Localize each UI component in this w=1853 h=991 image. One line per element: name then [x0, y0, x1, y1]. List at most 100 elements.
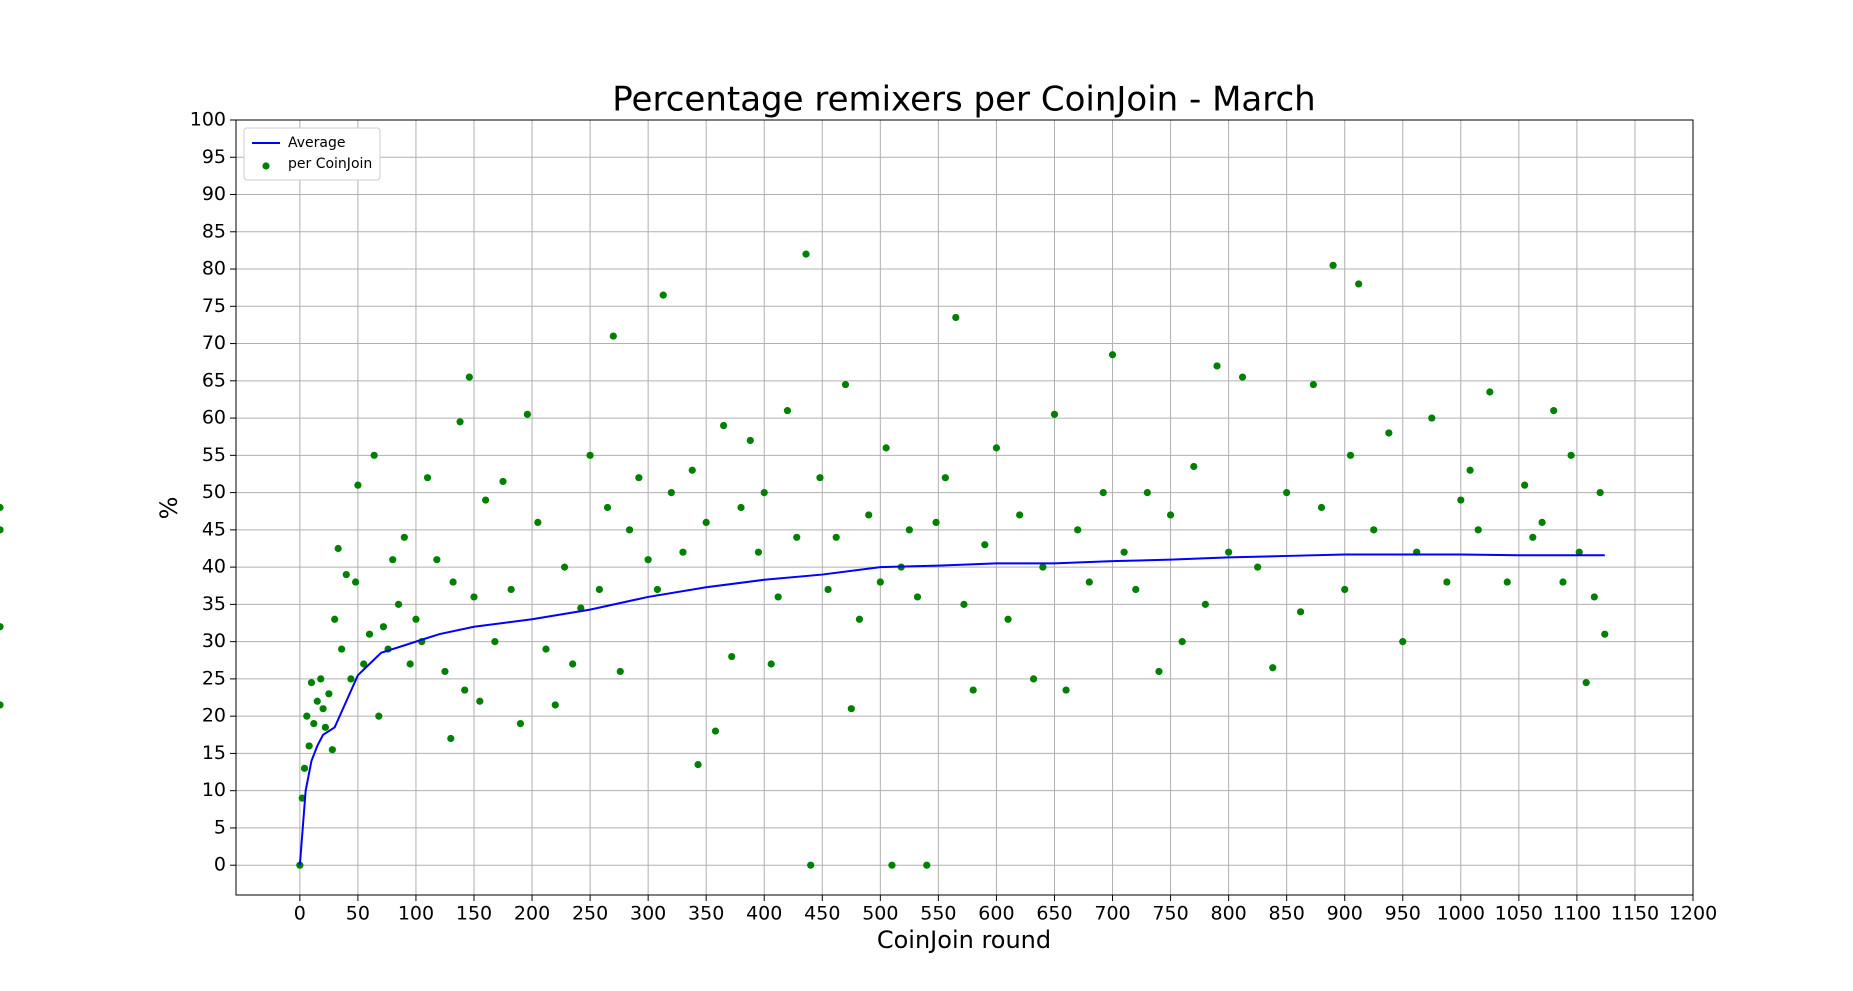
scatter-point [1317, 503, 1326, 512]
scatter-point [609, 332, 617, 340]
legend-label: Average [288, 135, 346, 151]
scatter-point [783, 407, 792, 415]
x-tick-label: 250 [572, 903, 608, 925]
scatter-point [449, 578, 457, 586]
scatter-point [1590, 593, 1598, 601]
scatter-point [305, 742, 313, 750]
scatter-point [317, 675, 325, 683]
x-tick-label: 650 [1036, 903, 1072, 925]
scatter-point [491, 638, 499, 646]
y-tick-label: 55 [202, 444, 226, 466]
scatter-point [1062, 686, 1070, 694]
scatter-point [720, 421, 728, 430]
scatter-point [969, 686, 977, 694]
y-tick-label: 40 [202, 556, 226, 578]
scatter-point [423, 474, 432, 482]
scatter-point [688, 466, 696, 474]
y-tick-label: 75 [202, 295, 226, 317]
scatter-point [754, 548, 763, 556]
scatter-point [824, 585, 832, 594]
scatter-point [1486, 388, 1494, 396]
scatter-point [711, 727, 720, 735]
x-tick-label: 400 [746, 903, 782, 925]
scatter-point [952, 313, 960, 322]
scatter-point [1120, 548, 1128, 556]
x-tick-label: 600 [978, 903, 1014, 925]
scatter-point [644, 556, 652, 564]
x-tick-label: 50 [346, 903, 370, 925]
x-tick-label: 300 [630, 903, 666, 925]
legend-label: per CoinJoin [288, 156, 372, 172]
scatter-point [1355, 280, 1363, 288]
scatter-point [1155, 667, 1163, 676]
y-tick-label: 10 [202, 779, 226, 801]
scatter-point [1254, 563, 1262, 571]
scatter-point [461, 686, 469, 694]
scatter-point [767, 660, 775, 668]
scatter-point [370, 451, 378, 459]
scatter-point [1190, 462, 1198, 471]
x-tick-label: 550 [920, 903, 956, 925]
scatter-point [433, 556, 441, 564]
scatter-point [1238, 373, 1247, 381]
scatter-point [941, 474, 949, 482]
x-tick-label: 900 [1327, 903, 1363, 925]
scatter-point [981, 541, 989, 549]
scatter-point [296, 861, 304, 869]
scatter-point [406, 660, 414, 668]
scatter-point [523, 410, 532, 418]
scatter-point [1166, 511, 1175, 519]
scatter-point [728, 652, 736, 661]
scatter-point [360, 660, 368, 668]
scatter-point [841, 380, 850, 389]
scatter-point [653, 585, 662, 594]
x-axis-label: CoinJoin round [877, 926, 1051, 954]
scatter-point [847, 705, 855, 713]
scatter-point [1269, 664, 1277, 672]
scatter-point [1108, 351, 1117, 359]
y-tick-label: 25 [202, 667, 226, 689]
plot-frame [235, 119, 1694, 896]
scatter-point [586, 451, 594, 459]
scatter-point [0, 623, 4, 631]
scatter-point [551, 701, 559, 709]
legend-box [243, 127, 381, 181]
y-tick-label: 100 [190, 109, 226, 131]
scatter-point [1099, 488, 1107, 497]
scatter-point [905, 526, 913, 534]
scatter-point [1341, 585, 1349, 594]
scatter-point [389, 556, 397, 564]
scatter-point [1370, 526, 1378, 534]
scatter-point [325, 690, 333, 698]
scatter-point [1039, 563, 1047, 571]
x-tick-label: 1100 [1553, 903, 1601, 925]
scatter-point [694, 760, 702, 769]
scatter-point [1213, 362, 1221, 370]
scatter-point [560, 563, 569, 571]
scatter-point [1529, 533, 1537, 541]
scatter-point [737, 503, 745, 512]
scatter-point [1178, 638, 1186, 646]
scatter-point [1428, 414, 1436, 422]
scatter-point [1601, 630, 1609, 638]
scatter-point [1050, 410, 1059, 418]
y-tick-label: 70 [202, 332, 226, 354]
scatter-point [310, 720, 318, 728]
scatter-point [888, 861, 896, 869]
y-tick-label: 45 [202, 518, 226, 540]
x-tick-label: 450 [804, 903, 840, 925]
y-tick-label: 15 [202, 742, 226, 764]
scatter-point [412, 615, 420, 623]
scatter-point [354, 481, 362, 489]
y-tick-label: 95 [202, 146, 226, 168]
scatter-point [365, 630, 374, 638]
scatter-point [456, 418, 464, 426]
scatter-point [334, 544, 342, 553]
scatter-point [1283, 488, 1291, 497]
scatter-point [882, 444, 890, 452]
chart-title: Percentage remixers per CoinJoin - March [612, 80, 1315, 120]
scatter-point [1399, 638, 1407, 646]
scatter-point [659, 291, 667, 299]
scatter-point [1029, 675, 1038, 683]
